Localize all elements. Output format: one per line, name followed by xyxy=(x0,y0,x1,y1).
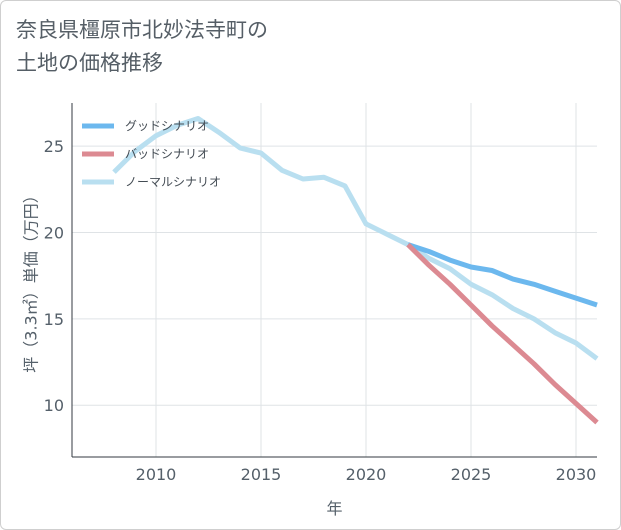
legend-label-0: グッドシナリオ xyxy=(125,119,209,133)
x-axis-title: 年 xyxy=(326,499,342,518)
y-tick-label: 25 xyxy=(44,137,64,156)
x-tick-label: 2030 xyxy=(556,465,597,484)
series-line-1 xyxy=(406,242,599,425)
chart-title: 奈良県橿原市北妙法寺町の 土地の価格推移 xyxy=(16,18,268,75)
x-tick-label: 2015 xyxy=(241,465,282,484)
legend-label-2: ノーマルシナリオ xyxy=(125,175,221,189)
legend-label-1: バッドシナリオ xyxy=(125,147,209,161)
series-line-2 xyxy=(112,116,599,361)
x-tick-label: 2010 xyxy=(136,465,177,484)
y-tick-label: 20 xyxy=(44,224,64,243)
y-axis-title: 坪（3.3㎡）単価（万円） xyxy=(22,187,41,372)
series-line-0 xyxy=(407,242,598,308)
x-tick-label: 2025 xyxy=(451,465,492,484)
x-tick-label: 2020 xyxy=(346,465,387,484)
y-tick-label: 10 xyxy=(44,396,64,415)
y-tick-label: 15 xyxy=(44,310,64,329)
